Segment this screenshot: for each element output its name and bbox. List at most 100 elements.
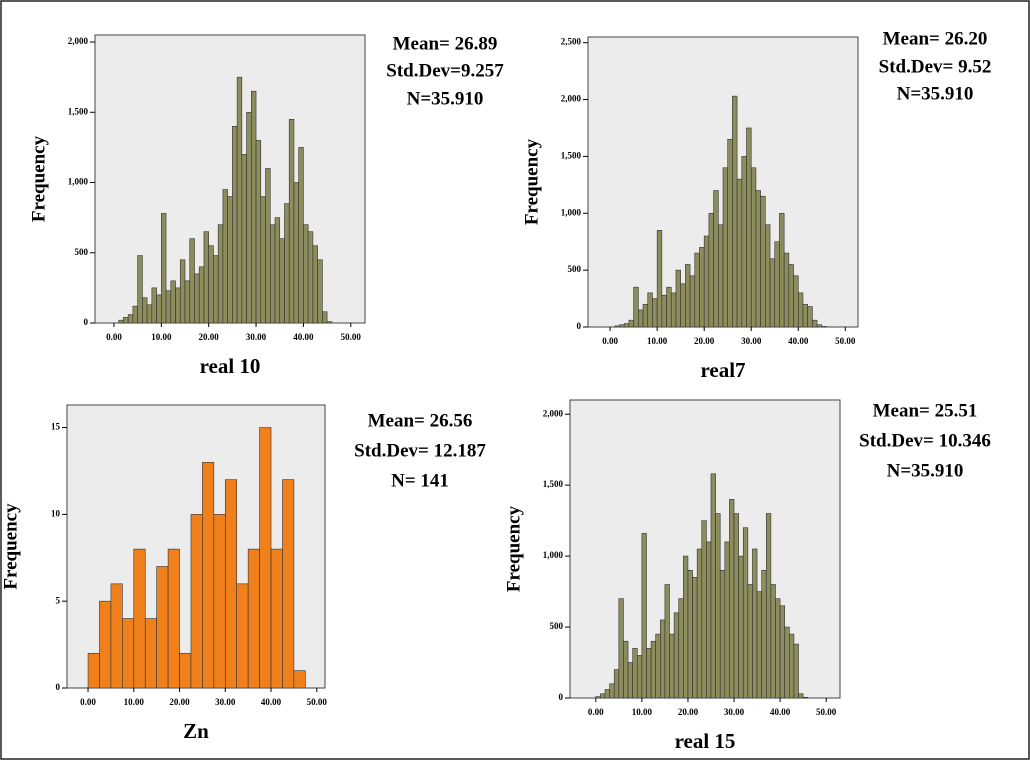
histogram-bar	[600, 693, 606, 699]
histogram-bar	[312, 245, 318, 324]
histogram-bar	[122, 618, 135, 689]
histogram-bar	[614, 325, 620, 328]
y-axis-label: Frequency	[503, 505, 524, 592]
histogram-bar	[208, 245, 214, 324]
histogram-bar	[288, 118, 295, 324]
histogram-bar	[683, 555, 689, 699]
x-tick-label: 20.00	[694, 336, 715, 346]
histogram-bar	[789, 633, 795, 699]
histogram-bar	[167, 548, 180, 689]
histogram-bar	[732, 95, 738, 328]
histogram-bar	[175, 287, 181, 324]
histogram-bar	[660, 619, 666, 699]
histogram-bar	[613, 669, 620, 699]
x-tick-label: 50.00	[307, 697, 328, 707]
stat-annotation: Mean= 26.20	[883, 28, 988, 49]
stat-annotation: Std.Dev= 9.52	[879, 56, 992, 77]
histogram-bar	[652, 298, 658, 328]
histogram-bar	[224, 479, 238, 689]
histogram-bar	[161, 213, 167, 324]
histogram-bar	[779, 605, 786, 699]
histogram-bar	[636, 655, 643, 699]
histogram-bar	[669, 633, 675, 699]
histogram-bar	[812, 319, 818, 328]
histogram-bar	[715, 513, 721, 699]
histogram-bar	[752, 548, 758, 699]
y-tick-label: 0	[84, 317, 89, 327]
histogram-bar	[259, 427, 272, 689]
histogram-bar	[99, 600, 112, 689]
y-axis-label: Frequency	[28, 135, 49, 222]
stat-annotation: Mean= 25.51	[873, 400, 978, 421]
histogram-bar	[284, 203, 290, 324]
histogram-bar	[632, 648, 638, 699]
histogram-bar	[227, 196, 233, 324]
histogram-bar	[618, 598, 624, 699]
histogram-bar	[110, 583, 123, 689]
x-tick-label: 30.00	[741, 336, 762, 346]
histogram-bar	[628, 319, 634, 328]
histogram-bar	[647, 292, 653, 328]
histogram-bar	[190, 514, 203, 689]
histogram-bar	[694, 252, 700, 328]
histogram-bar	[783, 252, 790, 328]
y-tick-label: 0	[577, 321, 582, 331]
histogram-bar	[765, 513, 772, 699]
histogram-bar	[750, 167, 757, 328]
histogram-bar	[247, 548, 260, 689]
y-tick-label: 15	[51, 422, 61, 432]
histogram-bar	[627, 662, 633, 699]
histogram-bar	[699, 247, 705, 328]
histogram-bar	[747, 584, 753, 699]
histogram-bar	[802, 303, 808, 328]
histogram-bar	[269, 224, 276, 324]
histogram-bar	[717, 224, 724, 328]
stat-annotation: N=35.910	[897, 83, 974, 104]
histogram-bar	[724, 541, 730, 699]
histogram-bar	[137, 255, 143, 324]
histogram-bar	[685, 264, 691, 328]
stat-annotation: Mean= 26.56	[368, 410, 473, 431]
histogram-bar	[736, 178, 743, 328]
histogram-bar	[595, 696, 601, 699]
histogram-bar	[222, 189, 228, 324]
histogram-bar	[198, 266, 205, 324]
x-tick-label: 20.00	[199, 332, 220, 342]
histogram-bar	[729, 499, 735, 699]
histogram-bar	[213, 514, 226, 689]
histogram-bar	[609, 683, 615, 699]
histogram-bar	[179, 259, 186, 324]
histogram-bar	[87, 652, 100, 689]
histogram-bar	[666, 286, 672, 328]
stat-annotation: Std.Dev= 12.187	[354, 440, 486, 461]
histogram-bar	[741, 156, 747, 328]
y-tick-label: 1,000	[543, 550, 564, 560]
histogram-bar	[156, 566, 169, 689]
histogram-bar	[650, 640, 656, 699]
histogram-bar	[797, 292, 804, 328]
x-tick-label: 40.00	[293, 332, 314, 342]
histogram-bar	[132, 305, 138, 324]
x-tick-label: 40.00	[788, 336, 809, 346]
stat-annotation: Std.Dev= 10.346	[859, 430, 991, 451]
y-axis-label: Frequency	[0, 503, 21, 590]
x-tick-label: 50.00	[341, 332, 362, 342]
histogram-bar	[689, 275, 696, 328]
histogram-bar	[623, 323, 630, 328]
histogram-bar	[816, 324, 823, 328]
histogram-bar	[142, 297, 148, 324]
histogram-bar	[303, 224, 309, 324]
stat-annotation: N=35.910	[407, 88, 484, 109]
y-tick-label: 1,000	[68, 177, 89, 187]
histogram-bar	[282, 479, 295, 689]
histogram-bar	[696, 548, 703, 699]
y-tick-label: 1,000	[561, 207, 582, 217]
histogram-bar	[769, 258, 776, 328]
x-tick-label: 30.00	[215, 697, 236, 707]
histogram-bar	[170, 280, 176, 324]
histogram-bar	[656, 230, 663, 328]
histogram-bar	[793, 275, 799, 328]
histogram-bar	[760, 195, 766, 328]
histogram-bar	[293, 670, 306, 689]
